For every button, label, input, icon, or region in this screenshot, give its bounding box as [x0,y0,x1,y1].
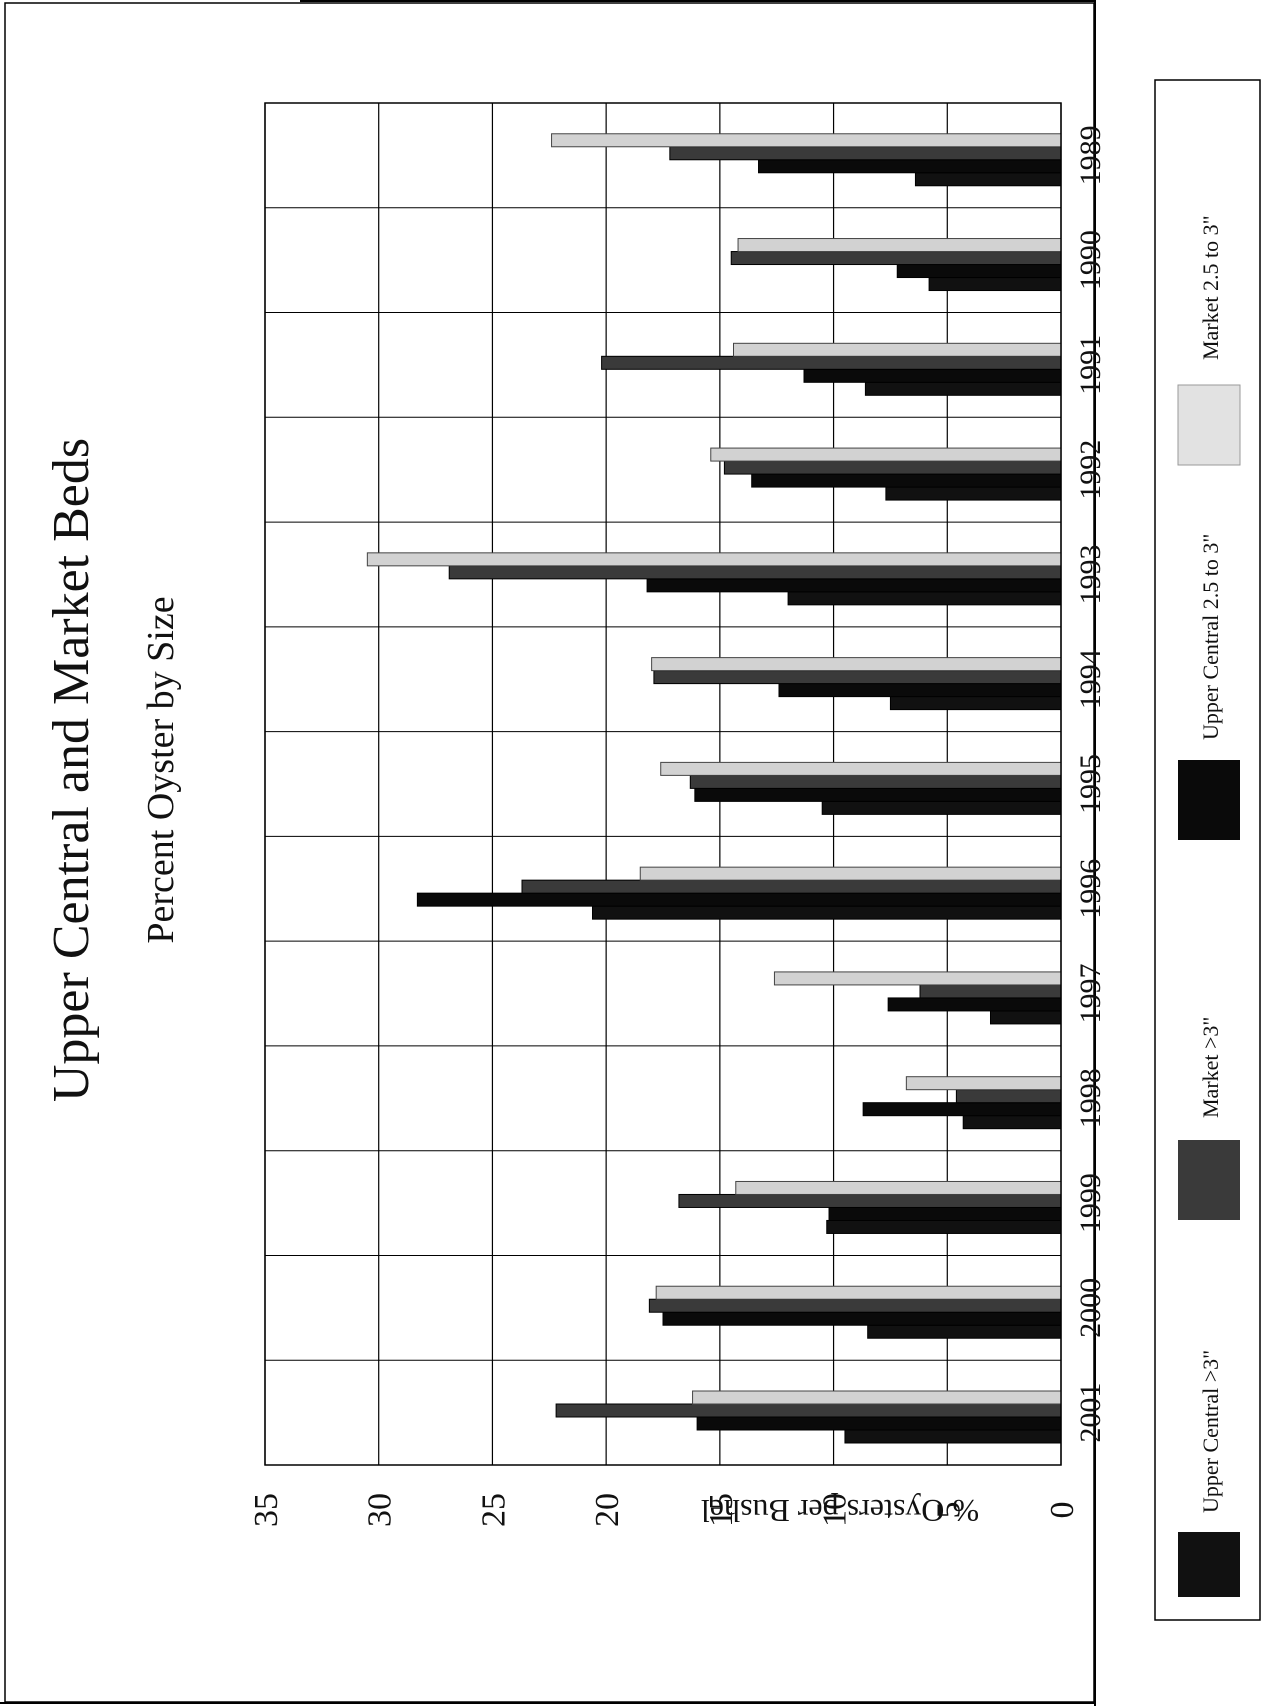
bar-1996-series-0 [889,696,1062,711]
y-tick-label: 25 [475,1493,512,1527]
legend-swatch-market-gt3 [1178,1140,1240,1220]
plot-area [264,102,1062,1466]
bar-1989-series-2 [696,1416,1062,1431]
category-label: 1990 [1074,230,1107,290]
legend-swatch-market-2-5-to-3 [1177,384,1241,466]
bar-1997-series-0 [787,591,1062,606]
bar-1997-series-2 [646,578,1062,593]
bar-1995-series-0 [821,800,1062,815]
bar-1999-series-1 [601,355,1062,370]
chart-title: Upper Central and Market Beds [43,438,100,1102]
bar-1990-series-3 [655,1285,1062,1300]
category-label: 1991 [1074,335,1107,395]
bar-1989-series-3 [692,1390,1062,1405]
chart-subtitle: Percent Oyster by Size [140,596,182,943]
bar-1992-series-3 [905,1076,1062,1091]
bar-1995-series-2 [694,787,1062,802]
category-label: 1999 [1074,1173,1107,1233]
bar-1998-series-1 [723,460,1062,475]
category-labels: 1989 1990 1991 1992 1993 1994 1995 1996 1997 1998… [1074,125,1107,1442]
bars [366,133,1062,1444]
y-tick-label: 10 [817,1493,854,1527]
y-ticks: 0 5 10 15 20 25 30 35 [248,1493,1081,1527]
bar-1993-series-2 [887,997,1062,1012]
bar-1991-series-3 [735,1180,1062,1195]
legend-label-upper-central-2-5-to-3: Upper Central 2.5 to 3" [1198,534,1223,740]
bar-1994-series-1 [521,879,1062,894]
category-label: 1996 [1074,859,1107,919]
category-label: 1992 [1074,440,1107,500]
bar-1999-series-0 [864,381,1062,396]
bar-1992-series-1 [955,1089,1062,1104]
legend-label-market-gt3: Market >3" [1198,1017,1223,1118]
bar-2000-series-3 [737,238,1062,253]
bar-1993-series-1 [919,984,1062,999]
legend-label-market-2-5-to-3: Market 2.5 to 3" [1198,215,1223,360]
bar-1996-series-2 [778,683,1062,698]
bar-1998-series-2 [751,473,1062,488]
bar-1993-series-0 [989,1010,1062,1025]
bar-1992-series-0 [962,1115,1062,1130]
bar-1994-series-0 [591,905,1062,920]
bar-1989-series-1 [555,1403,1062,1418]
bar-1999-series-3 [733,342,1062,357]
y-tick-label: 30 [362,1493,399,1527]
category-label: 1994 [1074,649,1107,709]
bar-1998-series-3 [710,447,1062,462]
category-label: 1995 [1074,754,1107,814]
bar-1991-series-1 [678,1193,1062,1208]
bar-2001-series-2 [758,159,1062,174]
page-border-bottom [0,1702,1094,1704]
bar-2001-series-3 [551,133,1062,148]
bar-1995-series-3 [660,761,1062,776]
legend: Upper Central >3" Market >3" Upper Centr… [1154,79,1261,1621]
bar-1999-series-2 [803,368,1062,383]
bar-1994-series-3 [639,866,1062,881]
bar-1997-series-3 [366,552,1062,567]
bar-1989-series-0 [844,1429,1062,1444]
bar-1997-series-1 [448,565,1062,580]
category-label: 1993 [1074,544,1107,604]
bar-1991-series-2 [828,1206,1062,1221]
bar-2000-series-0 [928,277,1062,292]
y-axis-label: % Oysters per Bushel [701,1493,979,1529]
bar-1990-series-0 [867,1324,1062,1339]
bar-2000-series-2 [896,264,1062,279]
bar-1992-series-2 [862,1102,1062,1117]
bar-1998-series-0 [885,486,1062,501]
category-label: 2000 [1074,1278,1107,1338]
category-label: 1989 [1074,125,1107,185]
legend-swatch-upper-central-2-5-to-3 [1178,760,1240,840]
y-tick-label: 35 [248,1493,285,1527]
bar-1996-series-1 [653,670,1062,685]
bar-2001-series-0 [914,172,1062,187]
y-tick-label: 0 [1044,1502,1081,1519]
y-tick-label: 20 [589,1493,626,1527]
category-label: 1998 [1074,1068,1107,1128]
category-label: 1997 [1074,964,1107,1024]
bar-1990-series-2 [662,1311,1062,1326]
category-label: 2001 [1074,1383,1107,1443]
legend-swatch-upper-central-gt3 [1178,1532,1240,1597]
bar-1991-series-0 [826,1219,1062,1234]
page-border-right [1094,0,1096,1706]
legend-box [1154,79,1261,1621]
y-tick-label: 5 [930,1502,967,1519]
bar-1993-series-3 [773,971,1062,986]
page-border-top [300,0,1094,2]
bar-2000-series-1 [730,251,1062,266]
legend-label-upper-central-gt3: Upper Central >3" [1198,1350,1223,1513]
bar-1990-series-1 [648,1298,1062,1313]
y-tick-label: 15 [703,1493,740,1527]
bar-1994-series-2 [416,892,1062,907]
chart-border [4,2,1095,1703]
bar-1995-series-1 [689,774,1062,789]
bar-2001-series-1 [669,146,1062,161]
bar-1996-series-3 [651,657,1062,672]
